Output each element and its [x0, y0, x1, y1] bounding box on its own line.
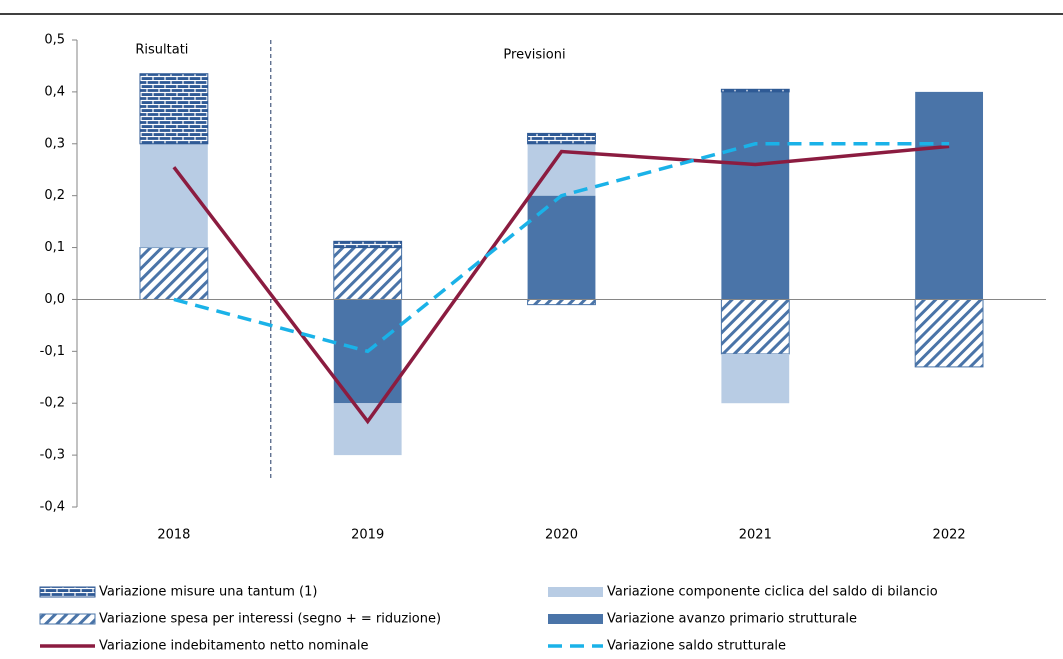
- x-tick-label: 2022: [933, 528, 966, 543]
- bar-segment: [915, 91, 984, 300]
- bar-segment: [720, 88, 790, 93]
- legend-label: Variazione componente ciclica del saldo …: [607, 585, 938, 600]
- bar-segment: [527, 195, 596, 300]
- bar-segment: [914, 298, 984, 368]
- y-tick-label: -0,3: [40, 448, 65, 463]
- legend-label: Variazione spesa per interessi (segno + …: [99, 612, 441, 627]
- y-tick-label: -0,1: [40, 344, 65, 359]
- y-tick-label: 0,4: [44, 84, 65, 99]
- bar-segment: [139, 73, 209, 145]
- y-tick-label: -0,4: [40, 500, 65, 515]
- bar-segment: [721, 353, 790, 404]
- legend-swatch: [548, 614, 603, 624]
- line-series: [173, 142, 950, 354]
- bar-segment: [527, 298, 596, 306]
- legend-swatch: [39, 613, 96, 625]
- legend-label: Variazione indebitamento netto nominale: [99, 639, 368, 654]
- legend-label: Variazione misure una tantum (1): [99, 585, 317, 600]
- bar-segment: [333, 403, 402, 456]
- y-tick-label: -0,2: [40, 396, 65, 411]
- bar-segment: [721, 91, 790, 300]
- bar-segment: [333, 240, 403, 249]
- y-tick-label: 0,0: [44, 292, 65, 307]
- x-tick-label: 2018: [157, 528, 190, 543]
- legend-label: Variazione avanzo primario strutturale: [607, 612, 857, 627]
- y-tick-label: 0,1: [44, 240, 65, 255]
- bar-segment: [527, 132, 596, 145]
- annotation: Previsioni: [503, 48, 565, 63]
- x-tick-label: 2020: [545, 528, 578, 543]
- annotation: Risultati: [135, 43, 188, 58]
- y-tick-label: 0,5: [44, 33, 65, 48]
- bar-segment: [333, 247, 403, 300]
- bar-segment: [139, 247, 209, 300]
- line-series: [172, 144, 950, 425]
- legend-swatch: [39, 586, 96, 598]
- x-tick-label: 2019: [351, 528, 384, 543]
- legend-swatch: [548, 587, 603, 597]
- legend-label: Variazione saldo strutturale: [607, 639, 786, 654]
- x-tick-label: 2021: [739, 528, 772, 543]
- y-tick-label: 0,3: [44, 136, 65, 151]
- y-tick-label: 0,2: [44, 188, 65, 203]
- bar-segment: [720, 298, 790, 355]
